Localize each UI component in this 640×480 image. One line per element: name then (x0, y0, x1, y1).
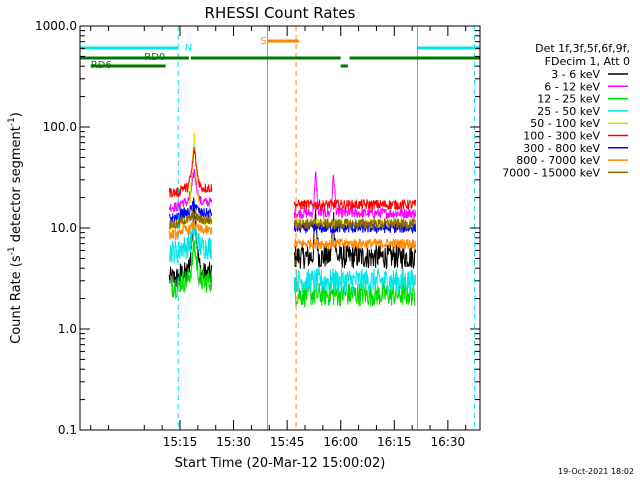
saa-label: S (260, 36, 266, 47)
y-tick-label: 0.1 (58, 423, 77, 437)
legend-entry-label: 7000 - 15000 keV (502, 166, 600, 179)
plot-frame (79, 25, 481, 431)
y-axis-label-part: detector segment (9, 126, 24, 246)
legend-entry-label: 800 - 7000 keV (516, 154, 600, 167)
x-tick-label: 16:30 (431, 435, 466, 449)
legend-entry-label: 25 - 50 keV (537, 105, 600, 118)
legend-header-line1: Det 1f,3f,5f,6f,9f, (535, 42, 630, 55)
series-line (168, 220, 417, 251)
legend-entry-label: 3 - 6 keV (551, 68, 600, 81)
rd0-label: RD0 (144, 52, 165, 63)
chart-title: RHESSI Count Rates (205, 4, 356, 22)
x-tick-label: 15:15 (163, 435, 198, 449)
y-axis-label-sup: -1 (7, 246, 17, 255)
legend-entry-label: 12 - 25 keV (537, 93, 600, 106)
y-tick-label: 100.0 (43, 120, 77, 134)
y-axis-label: Count Rate (s-1 detector segment-1) (7, 112, 24, 344)
y-tick-label: 10.0 (50, 221, 77, 235)
annotation-layer: N S RD0 RD6 (79, 26, 480, 430)
x-axis-label: Start Time (20-Mar-12 15:00:02) (175, 456, 386, 471)
x-tick-label: 16:00 (323, 435, 358, 449)
y-tick-label: 1.0 (58, 322, 77, 336)
y-axis-label-sup: -1 (7, 117, 17, 126)
series-line (168, 147, 417, 212)
x-tick-label: 15:45 (270, 435, 305, 449)
timestamp: 19-Oct-2021 18:02 (558, 467, 634, 476)
series-line (168, 240, 416, 309)
night-label: N (185, 43, 192, 54)
y-axis-label-part: Count Rate (s (9, 255, 24, 344)
rd6-label: RD6 (91, 60, 112, 71)
legend-entry-label: 100 - 300 keV (523, 130, 600, 143)
y-tick-label: 1000.0 (35, 19, 77, 33)
y-axis-label-part: ) (9, 112, 24, 117)
x-tick-label: 15:30 (216, 435, 251, 449)
legend-entry-label: 6 - 12 keV (544, 80, 600, 93)
legend-header-line2: FDecim 1, Att 0 (545, 55, 630, 68)
trace-layer (168, 132, 417, 309)
legend-entry-label: 50 - 100 keV (530, 117, 600, 130)
legend-entry-label: 300 - 800 keV (523, 142, 600, 155)
series-line (168, 209, 417, 231)
legend: Det 1f,3f,5f,6f,9f, FDecim 1, Att 0 3 - … (502, 42, 630, 179)
series-line (168, 223, 417, 294)
axes-layer: 15:15 15:30 15:45 16:00 16:15 16:30 0.1 1.0 10.0… (35, 19, 480, 449)
x-tick-label: 16:15 (377, 435, 412, 449)
